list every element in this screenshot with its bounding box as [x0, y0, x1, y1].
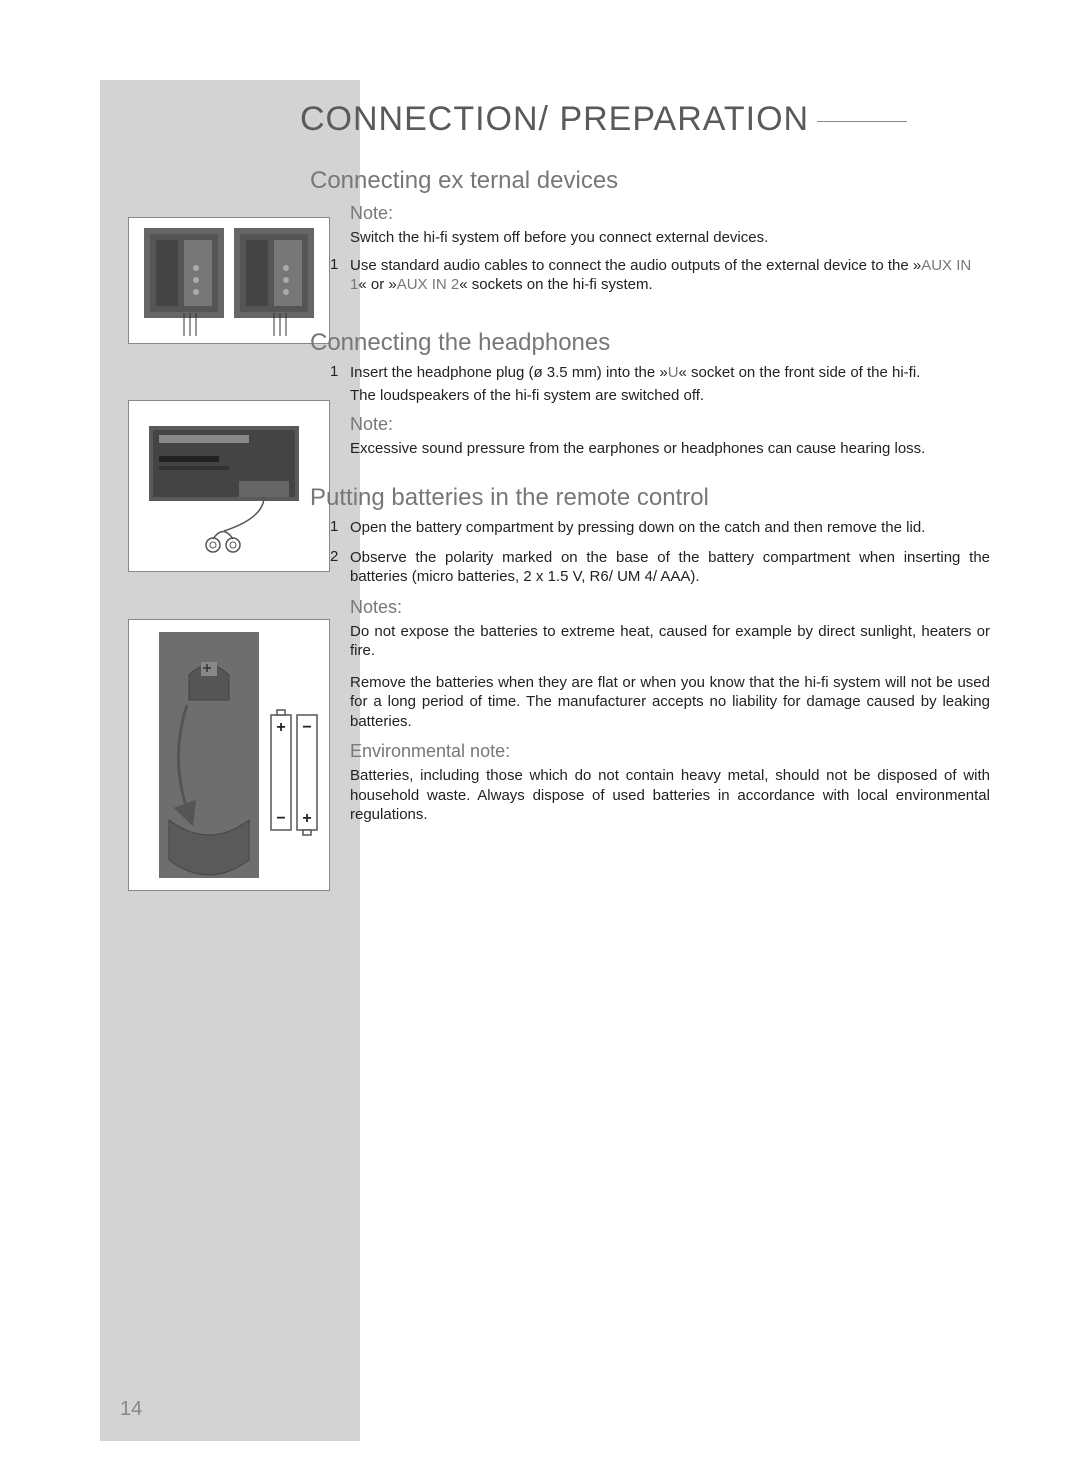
step-text: Observe the polarity marked on the base … [350, 548, 990, 587]
section-2-heading: Connecting the headphones [310, 329, 990, 357]
s3-notes-p1: Do not expose the batteries to extreme h… [350, 622, 990, 661]
s2-note-label: Note: [350, 414, 990, 435]
s2-line2: The loudspeakers of the hi-fi system are… [350, 386, 990, 406]
aux2-label: AUX IN 2 [397, 276, 460, 293]
title-text: CONNECTION/ PREPARATION [300, 100, 809, 138]
s3-step2: 2 Observe the polarity marked on the bas… [330, 548, 990, 587]
s1-step1: 1 Use standard audio cables to connect t… [330, 256, 990, 295]
page-title: CONNECTION/ PREPARATION [300, 100, 990, 139]
section-1-heading: Connecting ex ternal devices [310, 167, 990, 195]
step-text: Use standard audio cables to connect the… [350, 256, 990, 295]
step-number: 1 [330, 518, 350, 538]
step-number: 2 [330, 548, 350, 587]
s1-note-text: Switch the hi-fi system off before you c… [350, 228, 990, 248]
s2-step1: 1 Insert the headphone plug (ø 3.5 mm) i… [330, 363, 990, 383]
s1-note-label: Note: [350, 203, 990, 224]
page-number: 14 [120, 1398, 142, 1421]
s2-note-text: Excessive sound pressure from the earpho… [350, 439, 990, 459]
step-text: Open the battery compartment by pressing… [350, 518, 925, 538]
s3-env-label: Environmental note: [350, 741, 990, 762]
s3-step1: 1 Open the battery compartment by pressi… [330, 518, 990, 538]
step-number: 1 [330, 363, 350, 383]
s3-notes-label: Notes: [350, 597, 990, 618]
socket-symbol: U [668, 364, 679, 381]
svg-text:+: + [276, 719, 285, 736]
s3-env-text: Batteries, including those which do not … [350, 766, 990, 825]
step-number: 1 [330, 256, 350, 295]
s3-notes-p2: Remove the batteries when they are flat … [350, 673, 990, 732]
section-3-heading: Putting batteries in the remote control [310, 484, 990, 512]
title-rule [817, 121, 907, 122]
svg-text:−: − [276, 810, 285, 827]
step-text: Insert the headphone plug (ø 3.5 mm) int… [350, 363, 920, 383]
